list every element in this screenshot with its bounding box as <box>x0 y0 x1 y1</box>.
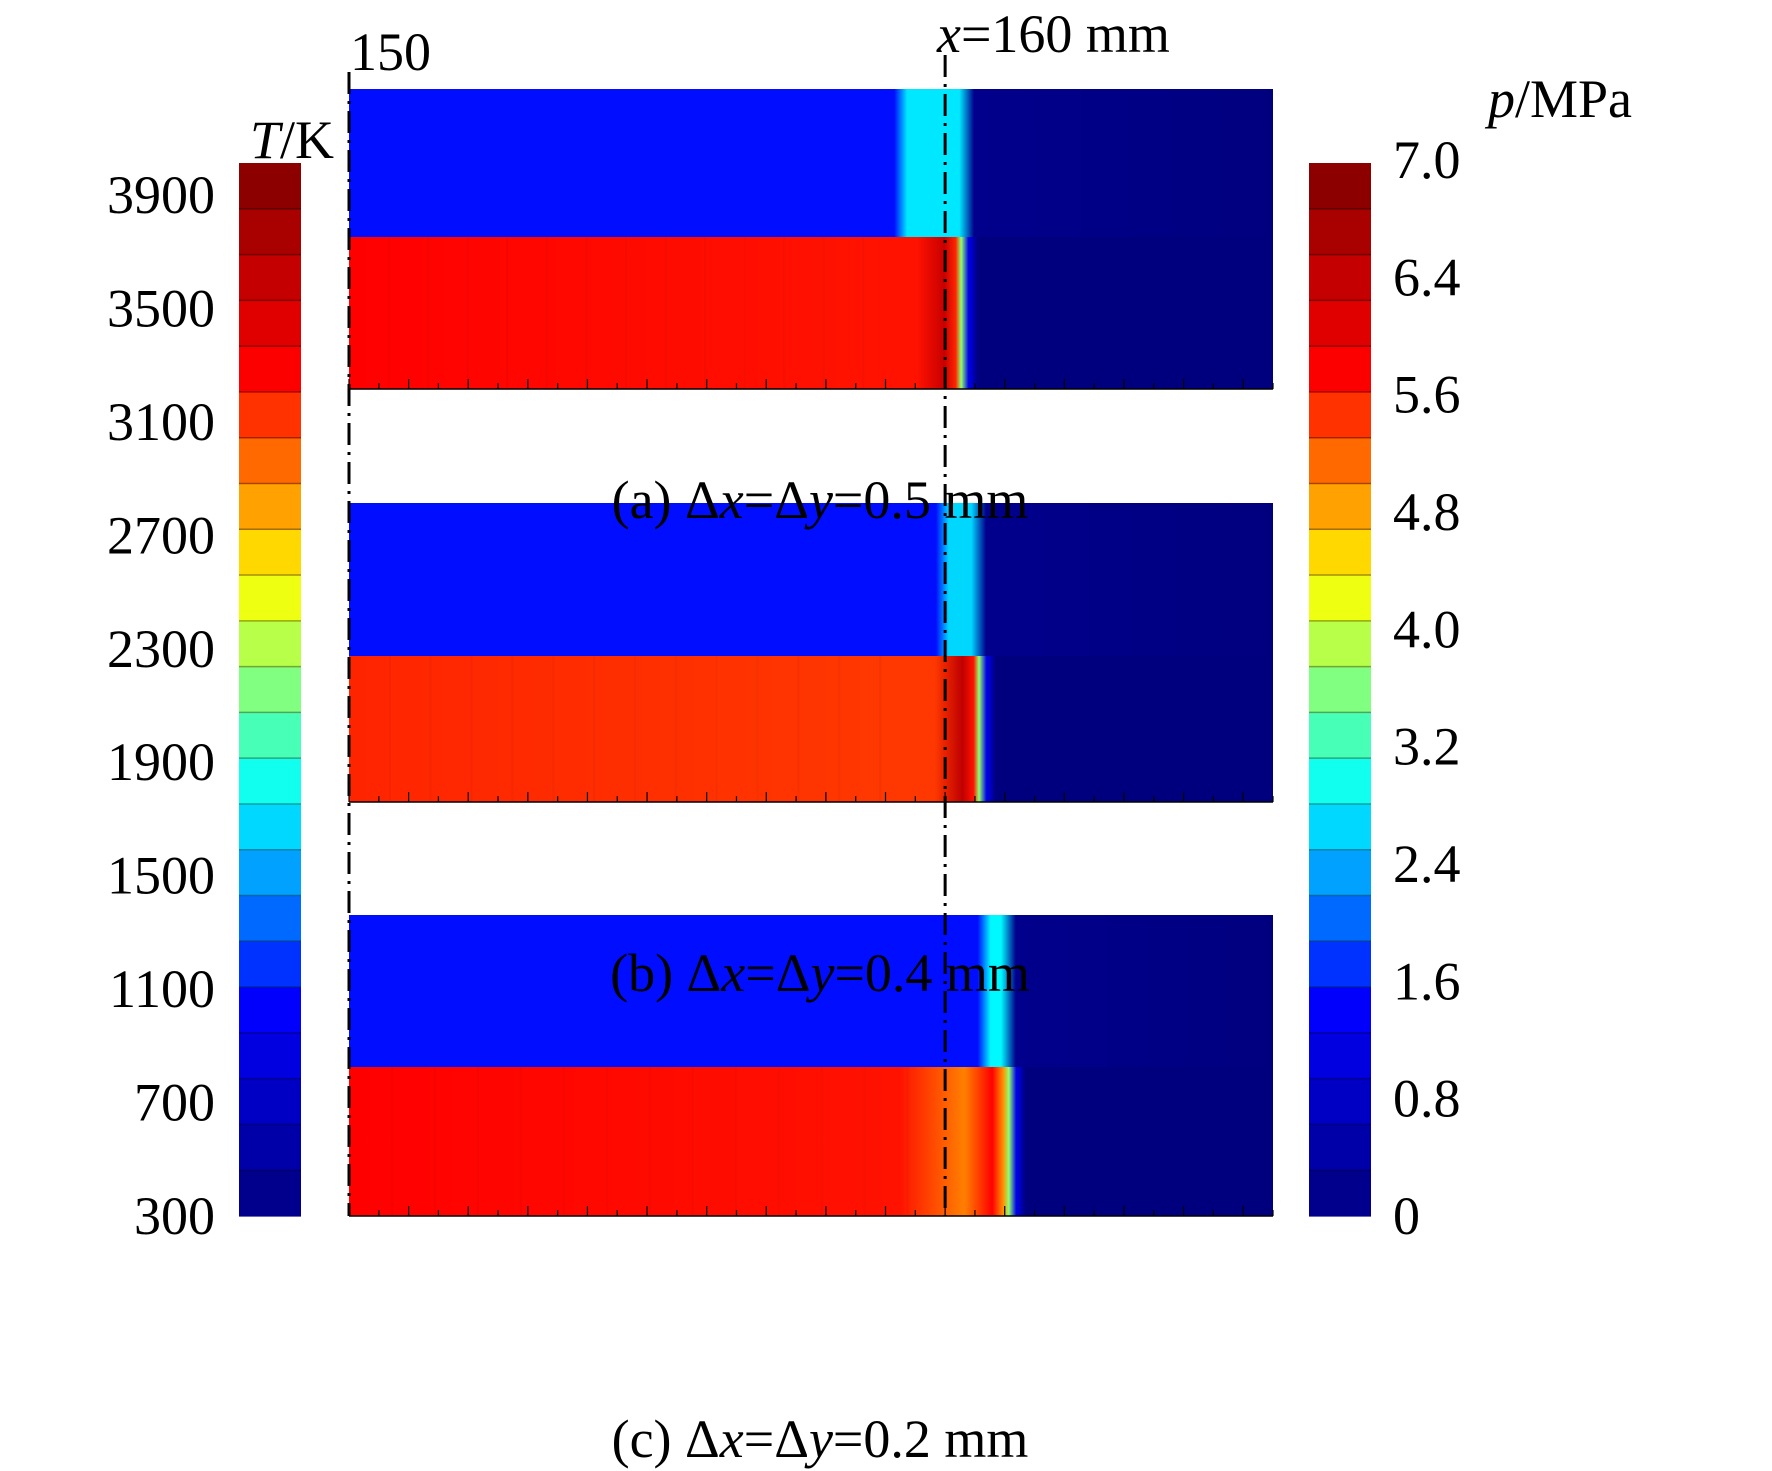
pressure-colorbar-band <box>1309 1032 1371 1080</box>
pressure-colorbar-band <box>1309 346 1371 393</box>
pressure-tick-label: 5.6 <box>1393 365 1461 425</box>
temperature-tick-label: 1900 <box>107 732 215 792</box>
pressure-colorbar-band <box>1309 163 1371 210</box>
pressure-colorbar-band <box>1309 712 1371 759</box>
pressure-tick-label: 0.8 <box>1393 1069 1461 1129</box>
pressure-colorbar-band <box>1309 208 1371 256</box>
temperature-colorbar-band <box>239 575 301 622</box>
pressure-tick-label: 4.8 <box>1393 482 1461 542</box>
start-x-label: 150 <box>350 22 431 82</box>
pressure-colorbar-band <box>1309 1078 1371 1126</box>
temperature-colorbar-band <box>239 163 301 210</box>
temperature-tick-label: 3500 <box>107 278 215 338</box>
temperature-tick-label: 2300 <box>107 619 215 679</box>
temperature-colorbar-band <box>239 987 301 1034</box>
pressure-colorbar-band <box>1309 941 1371 988</box>
pressure-colorbar-band <box>1309 437 1371 485</box>
reference-line-label: x=160 mm <box>936 4 1170 64</box>
panel-c-pressure-field <box>349 1067 1273 1216</box>
panel-c-caption: (c) Δx=Δy=0.2 mm <box>612 1409 1029 1469</box>
pressure-colorbar-band <box>1309 300 1371 347</box>
pressure-colorbar-band <box>1309 803 1371 851</box>
pressure-tick-label: 4.0 <box>1393 599 1461 659</box>
temperature-colorbar-band <box>239 758 301 805</box>
temperature-colorbar-band <box>239 1032 301 1080</box>
temperature-colorbar-band <box>239 254 301 301</box>
pressure-colorbar-band <box>1309 1170 1371 1217</box>
temperature-colorbar-band <box>239 895 301 942</box>
pressure-colorbar-band <box>1309 483 1371 530</box>
temperature-colorbar-band <box>239 529 301 576</box>
temperature-tick-label: 3900 <box>107 165 215 225</box>
temperature-colorbar-band <box>239 941 301 988</box>
pressure-colorbar-band <box>1309 758 1371 805</box>
pressure-colorbar-band <box>1309 895 1371 942</box>
pressure-tick-label: 7.0 <box>1393 130 1461 190</box>
temperature-colorbar-band <box>239 391 301 439</box>
temperature-colorbar-band <box>239 803 301 851</box>
pressure-colorbar-band <box>1309 529 1371 576</box>
temperature-tick-label: 1100 <box>109 959 215 1019</box>
panel-a-caption: (a) Δx=Δy=0.5 mm <box>612 470 1029 530</box>
temperature-colorbar-band <box>239 1170 301 1217</box>
temperature-colorbar-band <box>239 712 301 759</box>
pressure-tick-label: 2.4 <box>1393 834 1461 894</box>
temperature-tick-label: 700 <box>134 1073 215 1133</box>
temperature-tick-label: 2700 <box>107 505 215 565</box>
pressure-colorbar-band <box>1309 620 1371 668</box>
temperature-colorbar-band <box>239 437 301 485</box>
temperature-tick-label: 3100 <box>107 392 215 452</box>
pressure-colorbar-band <box>1309 254 1371 301</box>
panel-a-temperature-field <box>349 89 1273 237</box>
pressure-colorbar-band <box>1309 987 1371 1034</box>
pressure-colorbar-band <box>1309 849 1371 897</box>
pressure-colorbar-label: p/MPa <box>1484 69 1632 129</box>
pressure-tick-label: 0 <box>1393 1186 1420 1246</box>
panel-c-temperature-field <box>349 915 1273 1067</box>
temperature-colorbar-band <box>239 1078 301 1126</box>
panel-b-pressure-field <box>349 656 1273 802</box>
pressure-tick-label: 3.2 <box>1393 717 1461 777</box>
temperature-colorbar-band <box>239 849 301 897</box>
pressure-colorbar-band <box>1309 666 1371 713</box>
temperature-colorbar-label: T/K <box>250 110 334 170</box>
panel-b-caption: (b) Δx=Δy=0.4 mm <box>610 943 1030 1003</box>
pressure-colorbar-band <box>1309 391 1371 439</box>
temperature-tick-label: 300 <box>134 1186 215 1246</box>
pressure-colorbar-band <box>1309 575 1371 622</box>
panel-b-temperature-field <box>349 503 1273 656</box>
temperature-colorbar-band <box>239 208 301 256</box>
temperature-tick-label: 1500 <box>107 846 215 906</box>
temperature-colorbar-band <box>239 1124 301 1171</box>
temperature-colorbar-band <box>239 483 301 530</box>
pressure-tick-label: 6.4 <box>1393 247 1461 307</box>
temperature-colorbar-band <box>239 346 301 393</box>
pressure-colorbar-band <box>1309 1124 1371 1171</box>
temperature-colorbar-band <box>239 666 301 713</box>
temperature-colorbar-band <box>239 300 301 347</box>
pressure-tick-label: 1.6 <box>1393 951 1461 1011</box>
panel-a-pressure-field <box>349 237 1273 389</box>
temperature-colorbar-band <box>239 620 301 668</box>
